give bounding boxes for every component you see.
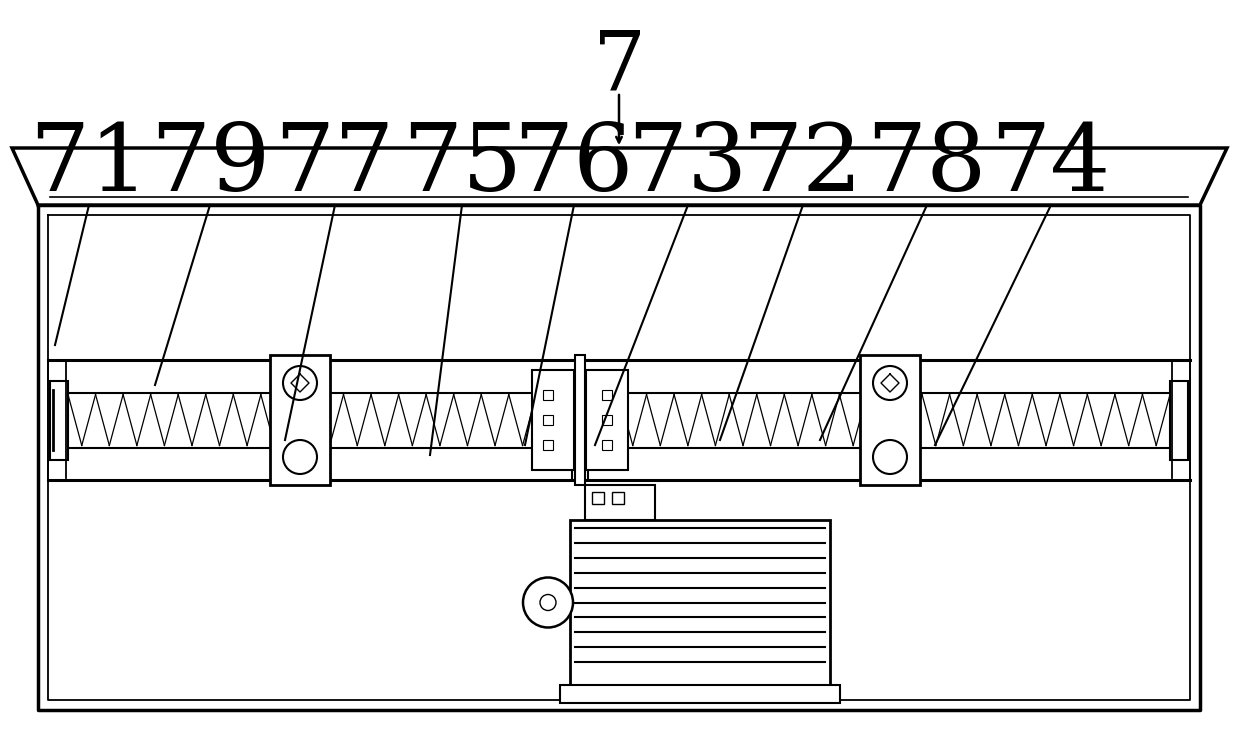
Text: 79: 79 <box>150 120 270 210</box>
Bar <box>270 355 330 485</box>
Text: 73: 73 <box>627 120 747 210</box>
Text: 78: 78 <box>866 120 986 210</box>
Bar <box>68 392 1170 447</box>
Circle shape <box>282 366 317 400</box>
Bar <box>592 492 603 504</box>
Text: 71: 71 <box>28 120 149 210</box>
Circle shape <box>523 577 572 628</box>
Bar <box>50 380 68 459</box>
Bar <box>602 390 612 400</box>
Bar <box>543 390 553 400</box>
Bar <box>612 492 624 504</box>
Text: 77: 77 <box>274 120 394 210</box>
Text: 7: 7 <box>592 28 646 108</box>
Bar <box>575 355 585 485</box>
Bar <box>1170 380 1188 459</box>
Bar <box>586 370 628 470</box>
Bar <box>570 520 830 685</box>
Text: 75: 75 <box>401 120 522 210</box>
Polygon shape <box>12 148 1227 205</box>
Circle shape <box>282 440 317 474</box>
Text: 74: 74 <box>990 120 1110 210</box>
Bar <box>560 685 840 703</box>
Bar <box>602 440 612 450</box>
Bar <box>860 355 921 485</box>
Bar <box>602 415 612 425</box>
Bar <box>543 440 553 450</box>
Text: 76: 76 <box>513 120 633 210</box>
Text: 72: 72 <box>742 120 862 210</box>
Bar <box>585 485 655 520</box>
Bar <box>543 415 553 425</box>
Bar <box>532 370 574 470</box>
Circle shape <box>873 440 907 474</box>
Circle shape <box>873 366 907 400</box>
